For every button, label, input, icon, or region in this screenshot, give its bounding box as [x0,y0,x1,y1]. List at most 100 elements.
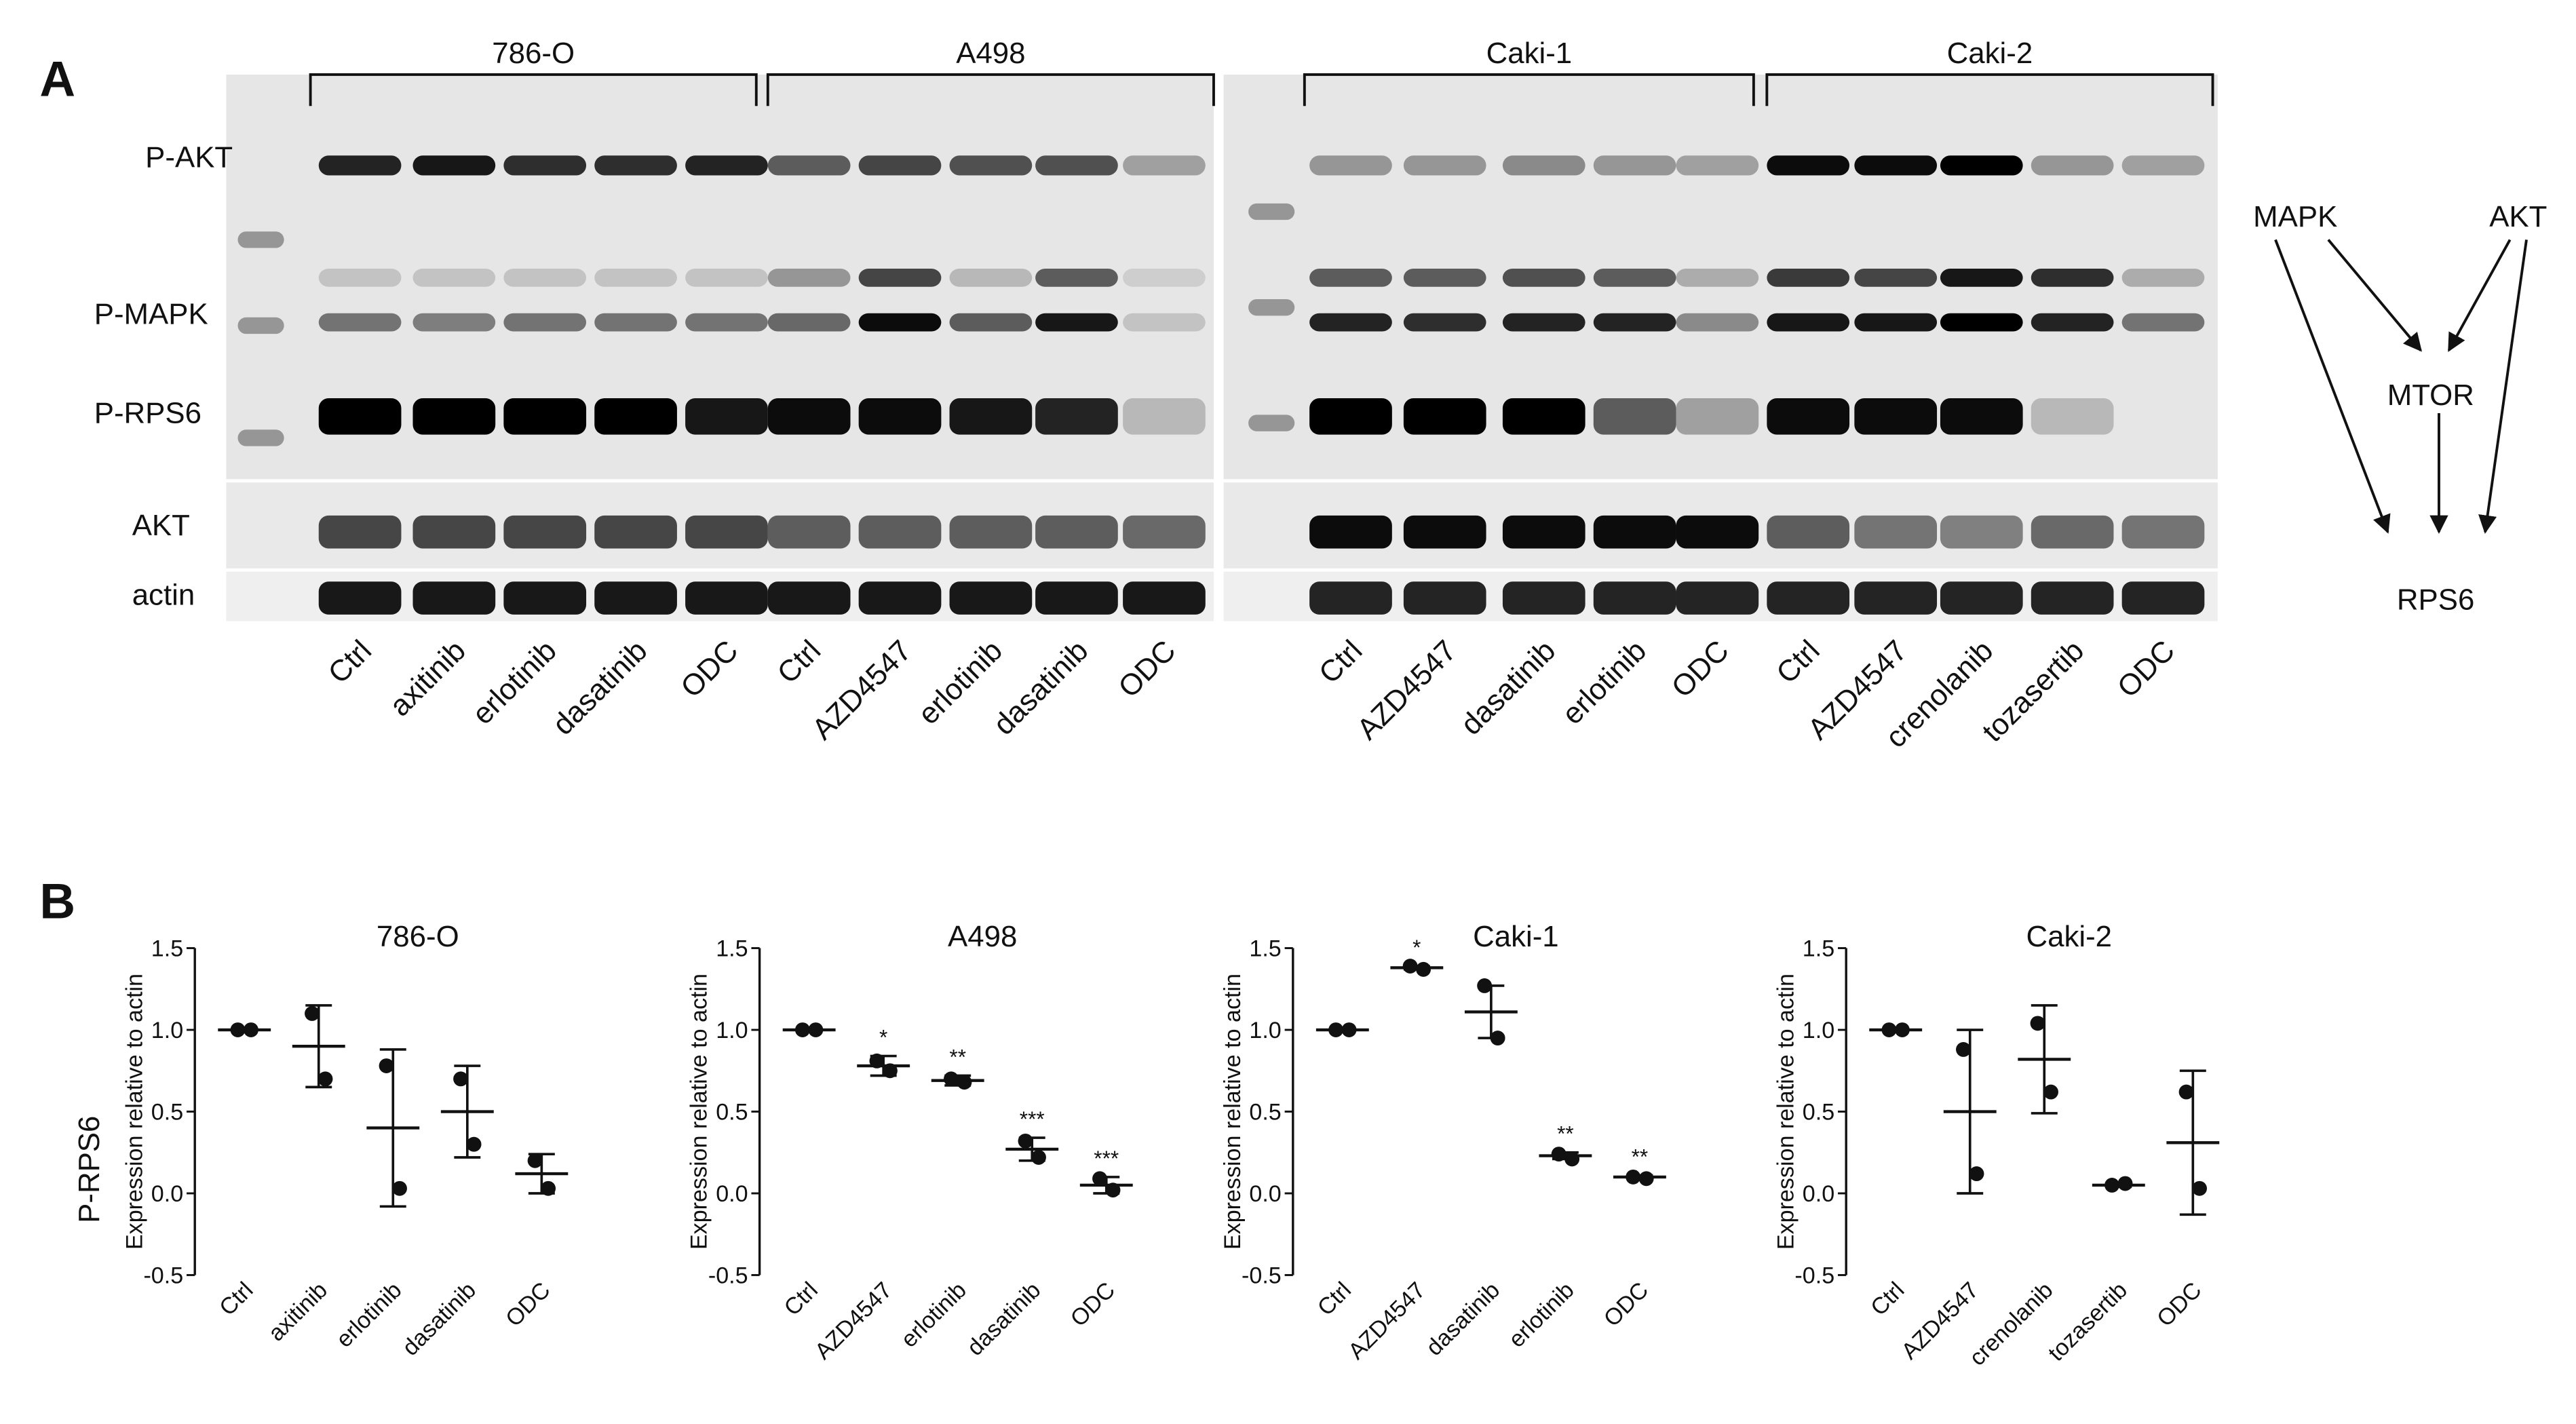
ladder-band [1248,415,1295,431]
y-tick-label: 0.5 [1803,1100,1834,1125]
x-tick-label: axitinib [263,1277,332,1347]
data-point [1626,1169,1641,1185]
y-tick-label: 1.5 [151,936,183,962]
blot-band [1123,268,1206,287]
data-point [466,1136,482,1152]
blot-band [318,268,402,287]
y-tick-label: 0.5 [151,1100,183,1125]
y-tick-label: 1.0 [1249,1018,1281,1043]
data-point [392,1180,407,1196]
blot-band [1767,398,1850,435]
group-label: 786-O [492,37,575,70]
blot-band [949,268,1033,287]
blot-band [2031,515,2114,549]
blot-band [949,313,1033,332]
x-tick-label: erlotinib [896,1277,972,1353]
data-point [1031,1150,1046,1165]
significance-label: ** [1632,1144,1649,1168]
blot-band [2121,155,2205,176]
y-tick-label: -0.5 [708,1263,748,1289]
lane-label: Ctrl [1770,634,1826,690]
y-axis-label: Expression relative to actin [1220,974,1246,1250]
lane-label: ODC [1665,634,1735,704]
y-axis-label: Expression relative to actin [687,974,712,1250]
lane-label: axitinib [383,634,472,723]
data-point [527,1153,543,1168]
blot-band [412,268,496,287]
y-tick-label: -0.5 [1242,1263,1282,1289]
blot-band [1403,313,1486,332]
data-point [2043,1084,2058,1100]
y-tick-label: 1.0 [716,1018,748,1043]
data-point [453,1071,469,1087]
row-label: P-AKT [145,140,233,174]
blot-band [1593,313,1676,332]
blot-band [1123,515,1206,549]
blot-band [1593,581,1676,615]
data-point [1416,961,1431,977]
y-tick-label: 0.5 [1249,1100,1281,1125]
blot-band [2031,155,2114,176]
y-axis-label: Expression relative to actin [1773,974,1799,1250]
data-point [318,1071,333,1087]
blot-band [412,155,496,176]
blot-band [1035,313,1118,332]
blot-band [1676,155,1759,176]
blot-band [858,515,942,549]
data-point [1402,959,1418,974]
blot-band [1593,398,1676,435]
x-tick-label: ODC [2152,1277,2206,1332]
data-point [379,1058,394,1074]
lane-label: AZD4547 [806,634,918,746]
chart-title: A498 [948,920,1017,953]
data-point [1092,1171,1107,1187]
blot-band [767,313,851,332]
significance-label: * [879,1025,887,1050]
y-tick-label: 1.5 [1803,936,1834,962]
group-label: Caki-2 [1947,37,2033,70]
blot-band [1403,515,1486,549]
blot-band [412,581,496,615]
blot-band [1676,398,1759,435]
blot-band [2031,313,2114,332]
data-point [1969,1166,1984,1182]
blot-band [685,515,768,549]
y-tick-label: 0.5 [716,1100,748,1125]
blot-band [1854,581,1938,615]
data-point [957,1075,972,1090]
blot-band [1767,155,1850,176]
group-bracket [309,73,758,107]
group-bracket [1303,73,1755,107]
row-label: actin [132,578,195,611]
x-tick-label: Ctrl [1313,1277,1356,1321]
blot-band [1035,155,1118,176]
x-tick-label: ODC [1066,1277,1120,1332]
blot-band [1035,581,1118,615]
blot-band [2031,398,2114,435]
pathway-node: MTOR [2387,379,2474,412]
panel-label: B [39,874,75,929]
arrow [2327,239,2422,352]
data-point [1341,1022,1357,1037]
blot-band [503,268,587,287]
group-bracket [1765,73,2214,107]
y-tick-label: -0.5 [143,1263,183,1289]
blot-band [1502,581,1585,615]
data-point [794,1022,810,1037]
pathway-node: MAPK [2253,200,2337,233]
blot-band [858,268,942,287]
x-tick-label: erlotinib [331,1277,406,1353]
lane-label: ODC [1112,634,1182,704]
blot-band [594,515,677,549]
blot-band [858,581,942,615]
blot-band [1767,268,1850,287]
arrow [2478,239,2528,534]
blot-band [1123,313,1206,332]
blot-band [1309,155,1392,176]
blot-band [949,398,1033,435]
ladder-band [237,429,284,446]
blot-band [1940,581,2023,615]
blot-band [1940,313,2023,332]
blot-band [1767,581,1850,615]
group-label: A498 [956,37,1025,70]
